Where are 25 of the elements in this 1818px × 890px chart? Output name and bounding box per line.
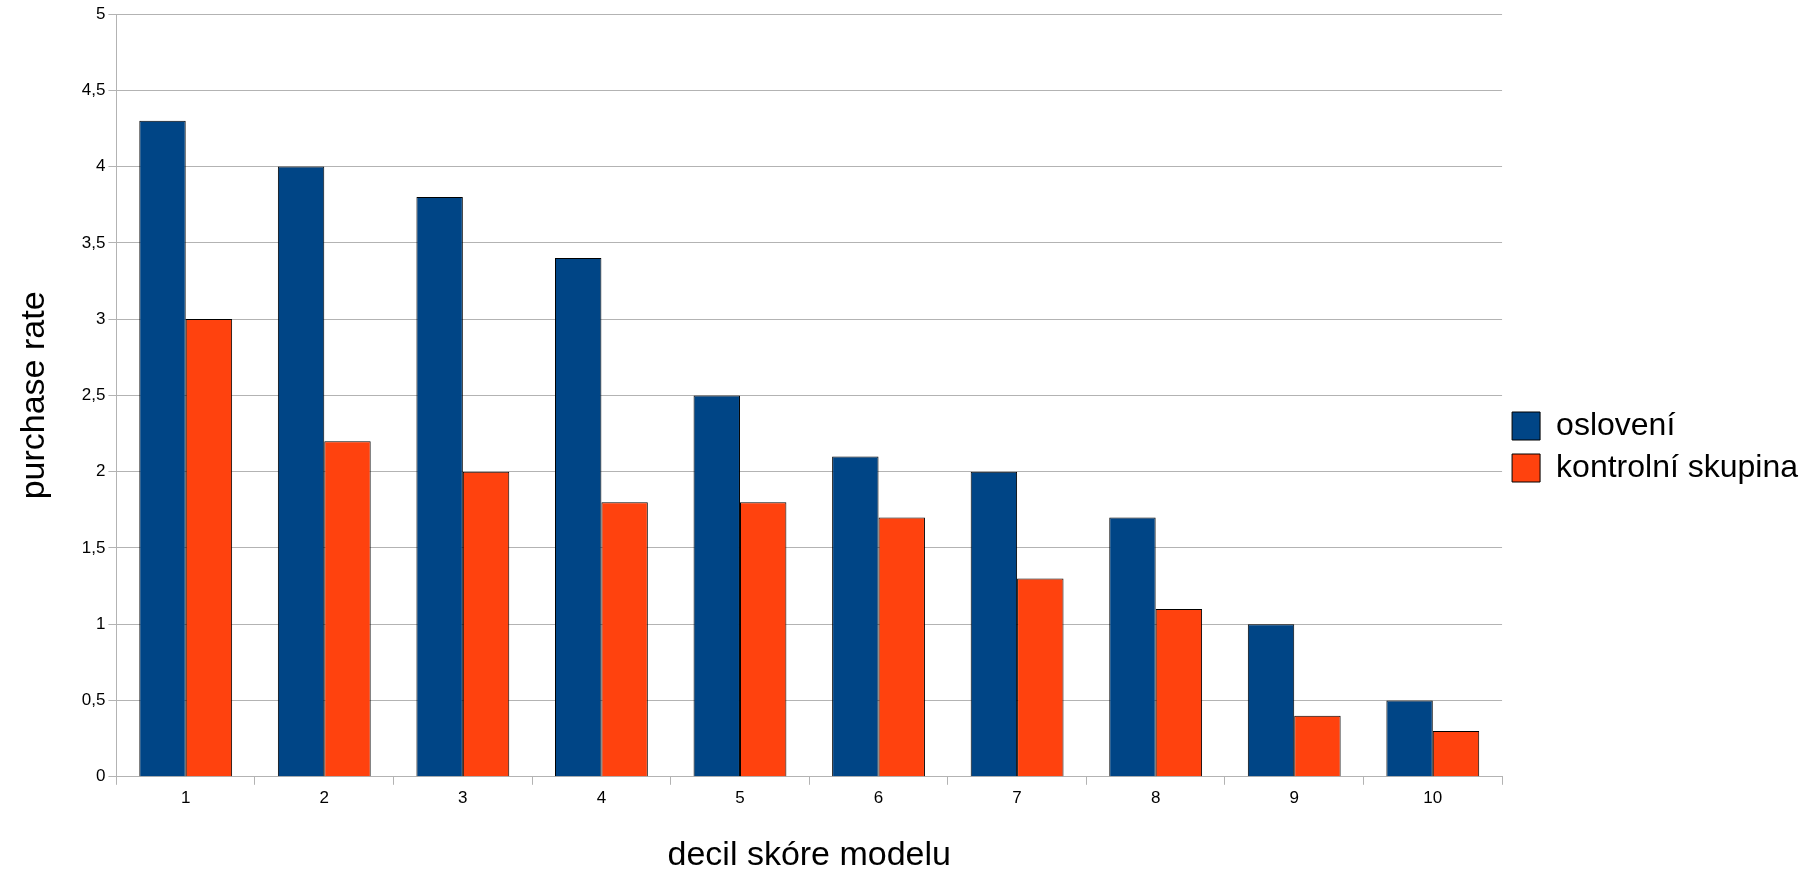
y-tick-label: 2,5 [81,385,106,405]
x-tick-label: 7 [1012,787,1022,807]
x-tick-label: 3 [458,787,468,807]
y-axis-title: purchase rate [12,291,51,500]
x-tick-label: 9 [1289,787,1299,807]
x-axis-title: decil skóre modelu [667,833,951,872]
legend-label: oslovení [1556,405,1676,442]
legend-label: kontrolní skupina [1556,447,1799,484]
y-tick-label: 0 [95,766,106,786]
x-tick-label: 5 [735,787,745,807]
x-tick-label: 8 [1150,787,1161,807]
y-tick-label: 0,5 [81,690,106,710]
y-tick-label: 5 [95,3,106,23]
x-tick-label: 2 [319,787,330,807]
y-tick-label: 4 [95,156,106,176]
y-tick-label: 4,5 [81,79,106,99]
y-tick-label: 3,5 [81,232,106,252]
x-tick-label: 4 [596,787,607,807]
x-tick-label: 6 [873,787,884,807]
y-tick-label: 1,5 [81,537,106,557]
y-tick-label: 2 [95,461,106,481]
y-tick-label: 1 [95,613,106,633]
x-tick-label: 10 [1423,787,1443,807]
x-tick-label: 1 [180,787,191,807]
y-tick-label: 3 [95,308,106,328]
